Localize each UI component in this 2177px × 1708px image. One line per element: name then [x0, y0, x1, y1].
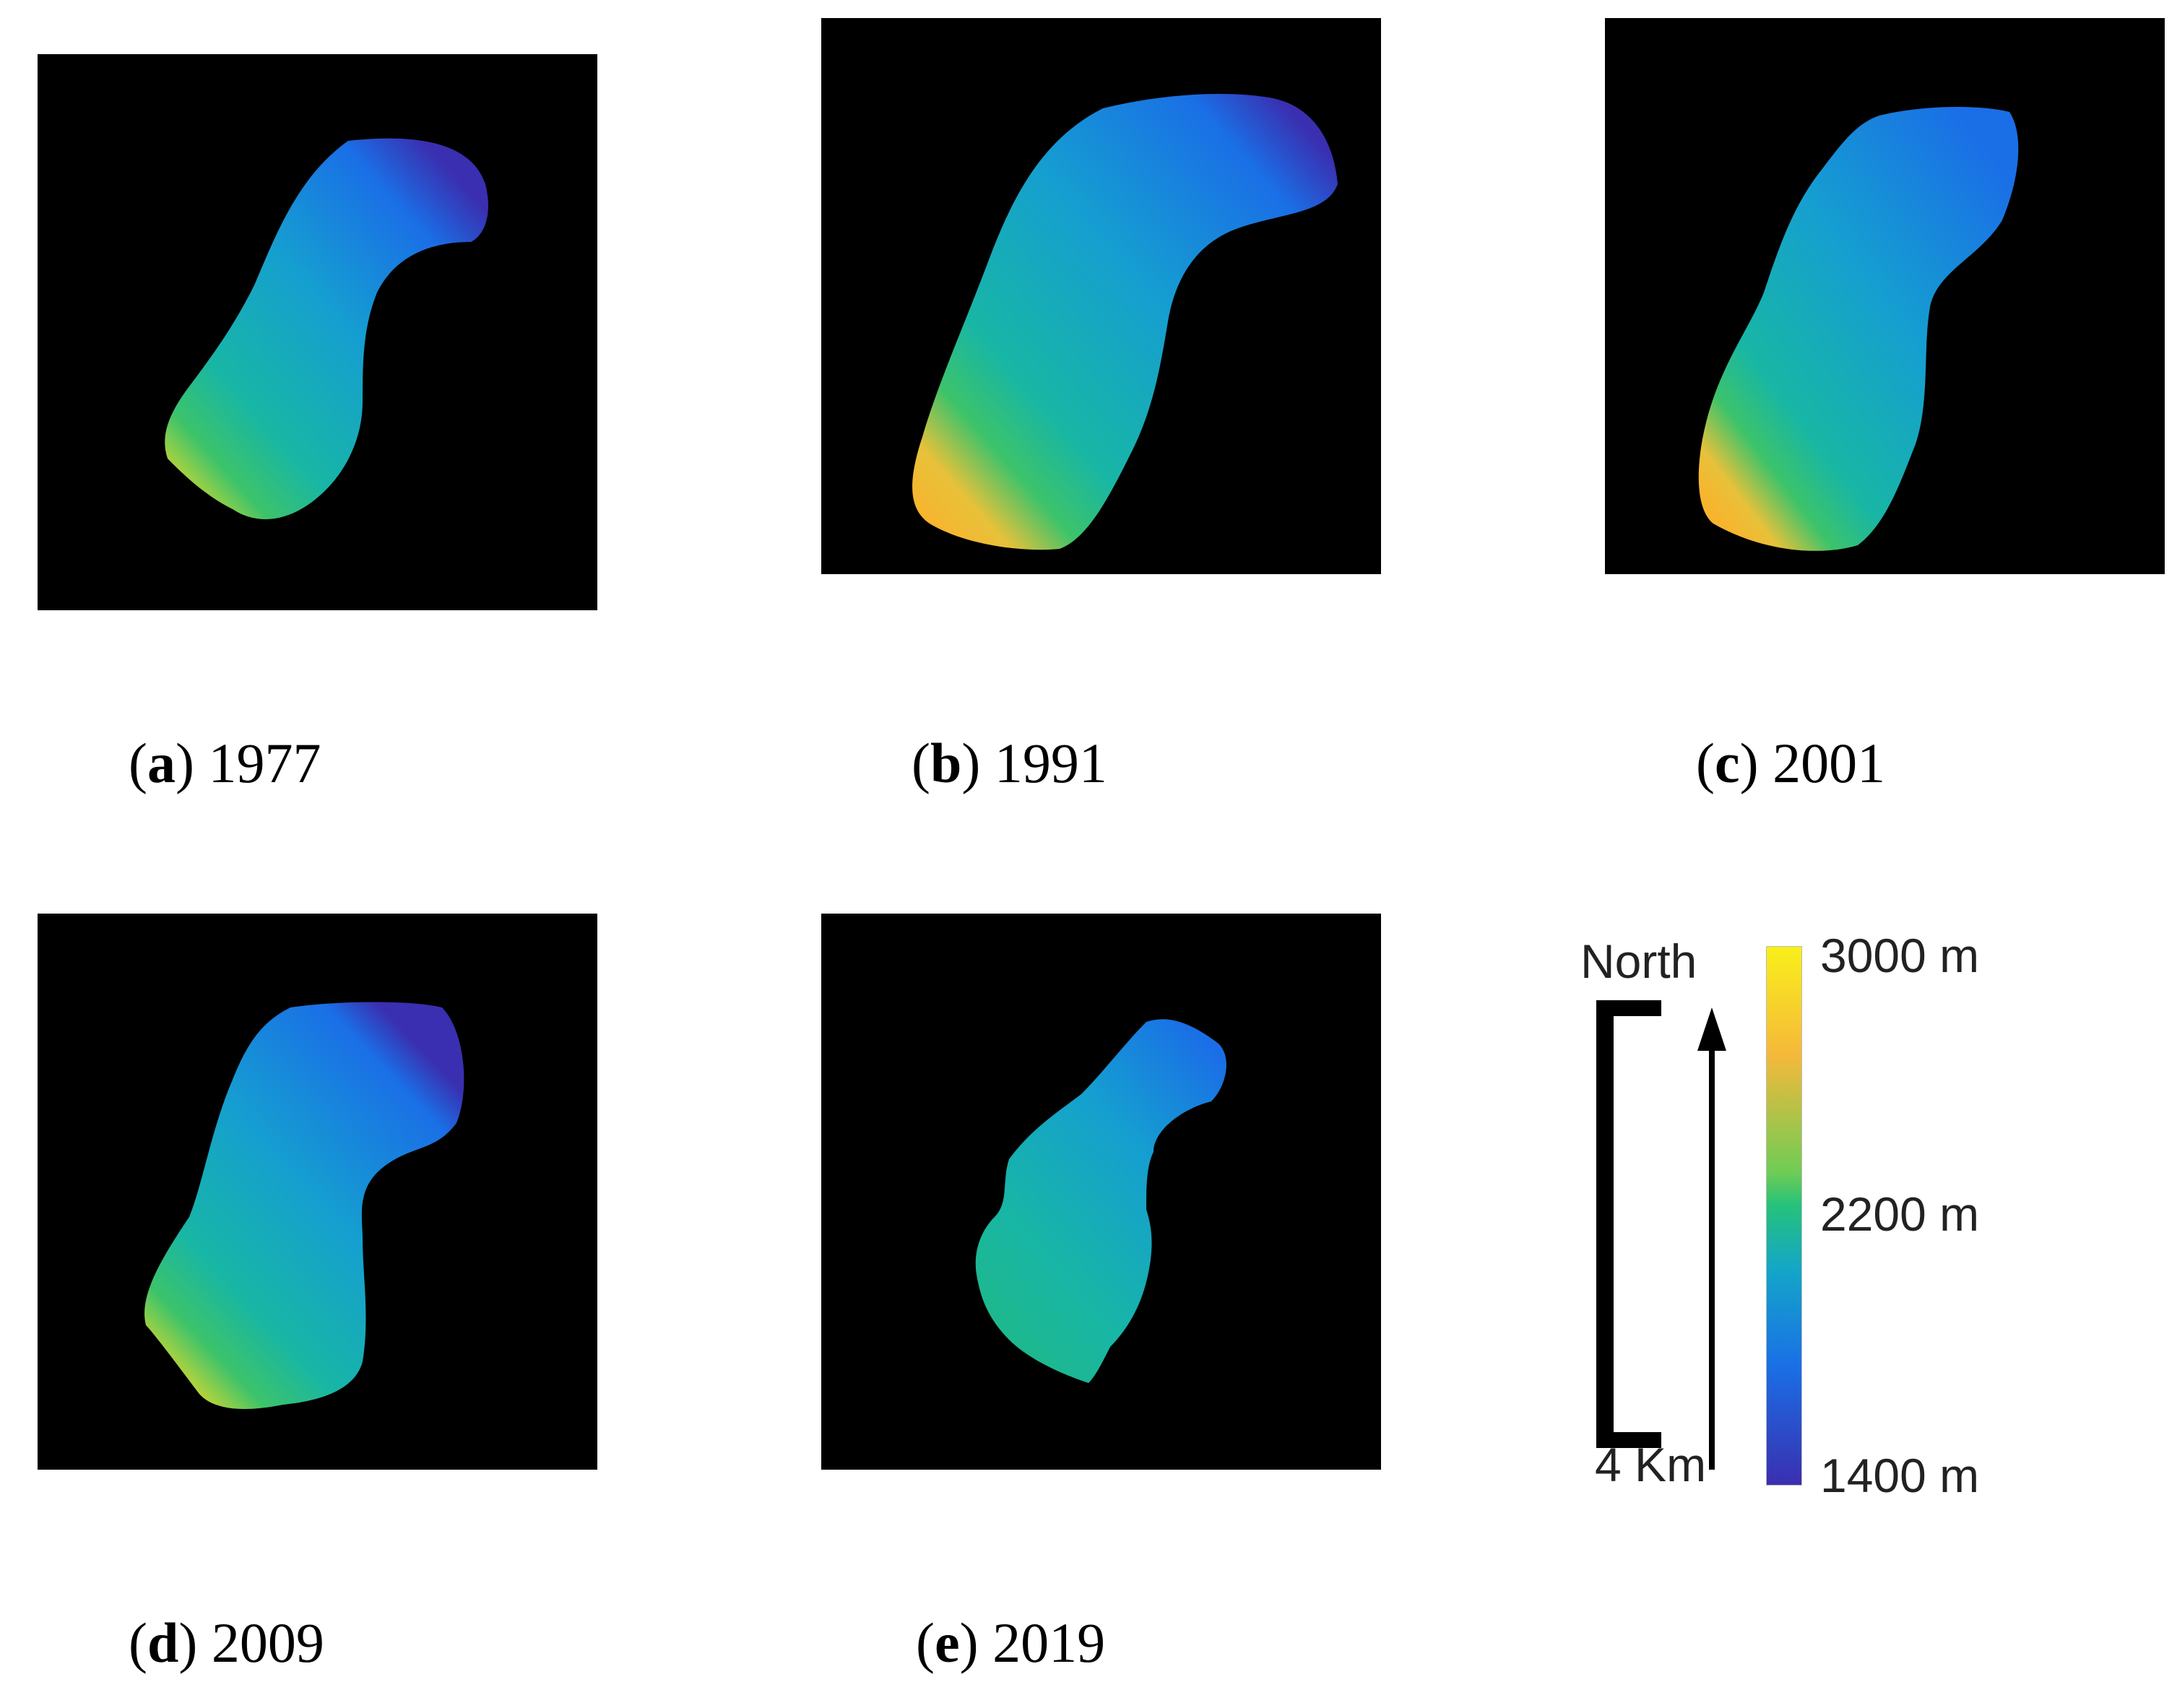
colorbar-min-label: 1400 m [1820, 1449, 1980, 1502]
glacier-shape-1977 [165, 138, 488, 519]
map-panel-2001 [1605, 18, 2165, 574]
caption-1977: (a) 1977 [129, 732, 321, 794]
caption-1991: (b) 1991 [912, 732, 1107, 794]
colorbar-max-label: 3000 m [1820, 929, 1980, 982]
scale-label: 4 Km [1595, 1438, 1707, 1491]
colorbar-mid-label: 2200 m [1820, 1187, 1980, 1241]
caption-2019: (e) 2019 [916, 1611, 1106, 1674]
map-panel-2019 [821, 914, 1381, 1470]
map-panel-1991 [821, 18, 1381, 574]
glacier-shape-1991 [912, 94, 1338, 550]
glacier-shape-2001 [1698, 107, 2019, 551]
map-panel-1977 [38, 54, 597, 610]
elevation-colorbar [1766, 946, 1802, 1486]
caption-2001: (c) 2001 [1696, 732, 1886, 794]
glacier-shape-2009 [144, 1002, 464, 1409]
north-arrow-icon [1697, 1007, 1726, 1470]
map-panel-2009 [38, 914, 597, 1470]
north-label: North [1580, 935, 1697, 988]
glacier-shape-2019 [975, 1019, 1226, 1383]
map-legend: North 4 Km 3000 m 2200 m 1400 m [1575, 928, 2022, 1506]
scale-bar-icon [1596, 1000, 1661, 1448]
caption-2009: (d) 2009 [129, 1611, 324, 1674]
